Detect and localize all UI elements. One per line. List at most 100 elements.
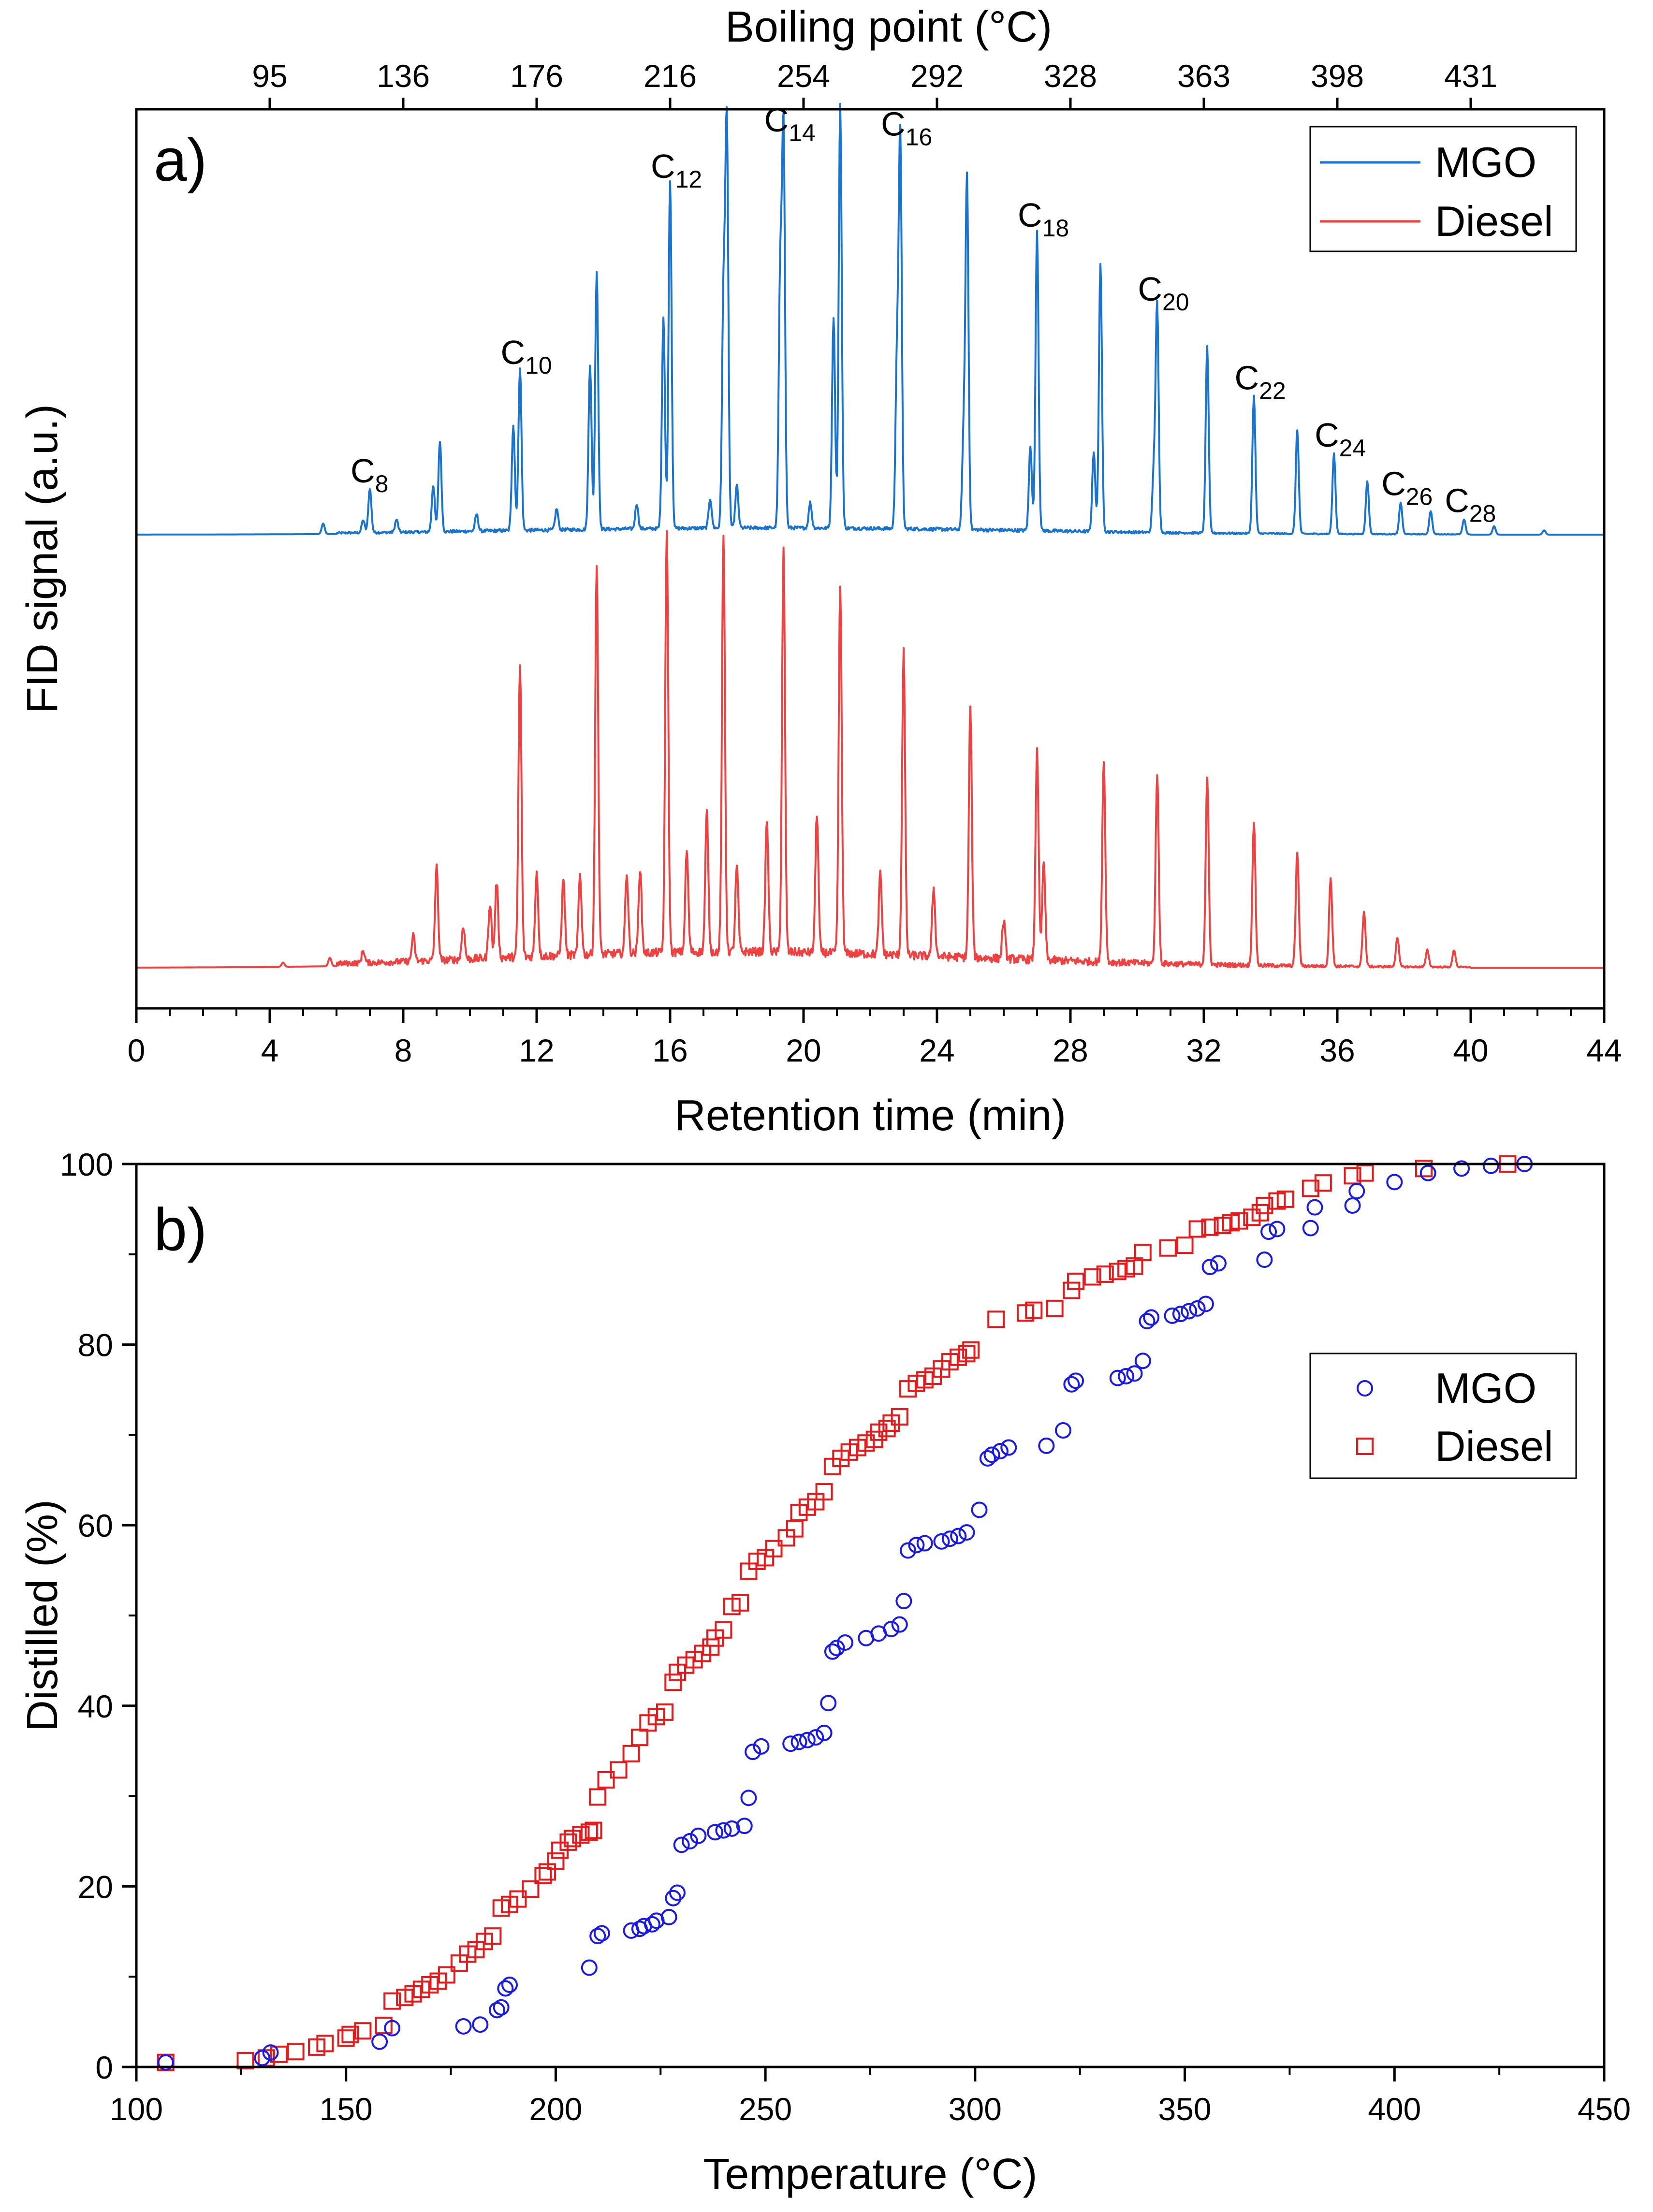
- point-diesel: [585, 1821, 602, 1839]
- point-diesel: [1067, 1272, 1085, 1290]
- point-mgo: [1210, 1255, 1227, 1272]
- panel-b-x-axis: 100 150 200 250 300 350 400 450: [110, 2067, 1631, 2127]
- panel-a-legend-box: [1309, 126, 1577, 252]
- point-diesel: [1256, 1196, 1273, 1214]
- point-mgo: [669, 1884, 686, 1901]
- point-diesel: [316, 2035, 334, 2052]
- point-mgo: [593, 1925, 610, 1942]
- carbon-number-labels: C8 C10 C12 C14 C16 C18 C20 C22 C24 C26 C28: [351, 101, 1496, 527]
- point-mgo: [736, 1818, 753, 1834]
- point-diesel: [1344, 1167, 1361, 1185]
- x-tick-label: 250: [739, 2091, 792, 2127]
- point-diesel: [1176, 1237, 1194, 1254]
- x-tick-label: 8: [395, 1033, 412, 1068]
- point-diesel: [1025, 1301, 1043, 1319]
- point-diesel: [815, 1483, 833, 1501]
- carbon-label: C22: [1235, 359, 1286, 405]
- x-tick-label: 36: [1319, 1033, 1355, 1068]
- carbon-label: C10: [501, 334, 552, 379]
- point-diesel: [522, 1880, 540, 1898]
- point-diesel: [341, 2025, 359, 2043]
- top-tick-label: 363: [1177, 58, 1230, 94]
- point-diesel: [509, 1890, 527, 1908]
- panel-a-top-axis: 95 136 176 216 254 292 328 363 398 431: [252, 58, 1497, 109]
- carbon-label: C16: [881, 105, 932, 151]
- top-tick-label: 398: [1311, 58, 1364, 94]
- point-mgo: [1419, 1164, 1436, 1181]
- top-tick-label: 292: [910, 58, 964, 94]
- y-tick-label: 40: [78, 1688, 113, 1724]
- point-mgo: [665, 1890, 682, 1906]
- point-mgo: [820, 1695, 837, 1712]
- carbon-label: C28: [1445, 481, 1496, 527]
- x-tick-label: 12: [519, 1033, 554, 1068]
- point-diesel: [731, 1594, 749, 1612]
- point-diesel: [1415, 1160, 1433, 1178]
- y-tick-label: 80: [78, 1327, 113, 1363]
- point-mgo: [1118, 1368, 1135, 1384]
- carbon-label: C20: [1138, 270, 1189, 316]
- x-tick-label: 150: [320, 2091, 373, 2127]
- point-mgo: [472, 2016, 489, 2033]
- point-diesel: [987, 1310, 1005, 1328]
- point-diesel: [1276, 1190, 1294, 1208]
- legend-label-mgo: MGO: [1435, 138, 1536, 186]
- point-diesel: [1356, 1164, 1374, 1182]
- point-diesel: [1096, 1265, 1114, 1283]
- x-tick-label: 16: [652, 1033, 688, 1068]
- point-mgo: [790, 1733, 807, 1750]
- point-diesel: [287, 2043, 305, 2061]
- point-mgo: [950, 1528, 967, 1544]
- x-tick-label: 350: [1158, 2091, 1212, 2127]
- point-mgo: [740, 1790, 757, 1806]
- legend-label-diesel: Diesel: [1435, 197, 1553, 245]
- x-tick-label: 100: [110, 2091, 163, 2127]
- x-tick-label: 28: [1053, 1033, 1088, 1068]
- point-diesel: [589, 1788, 607, 1806]
- panel-b-legend: MGO Diesel: [1309, 1353, 1577, 1479]
- point-mgo: [1038, 1437, 1055, 1454]
- carbon-label: C8: [351, 452, 388, 497]
- point-mgo: [1201, 1258, 1218, 1275]
- point-mgo: [1189, 1300, 1206, 1317]
- top-tick-label: 95: [252, 58, 287, 94]
- point-diesel: [1230, 1212, 1248, 1230]
- top-tick-label: 176: [510, 58, 563, 94]
- point-diesel: [597, 1771, 615, 1789]
- point-mgo: [497, 1980, 514, 1997]
- point-mgo: [1055, 1422, 1072, 1439]
- point-mgo: [1139, 1313, 1156, 1330]
- top-tick-label: 216: [644, 58, 697, 94]
- panel-b-y-axis: 0 20 40 60 80 100: [60, 1147, 136, 2085]
- point-mgo: [1134, 1353, 1151, 1369]
- point-mgo: [1172, 1306, 1189, 1323]
- x-tick-label: 44: [1586, 1033, 1622, 1068]
- panel-b-label: b): [154, 1196, 207, 1263]
- point-mgo: [883, 1621, 900, 1638]
- point-mgo: [828, 1640, 845, 1657]
- point-mgo: [715, 1822, 732, 1839]
- x-tick-label: 24: [919, 1033, 954, 1068]
- point-mgo: [971, 1501, 988, 1518]
- y-tick-label: 0: [95, 2050, 113, 2085]
- point-diesel: [702, 1638, 720, 1656]
- point-mgo: [807, 1729, 824, 1746]
- point-mgo: [979, 1450, 996, 1467]
- panel-b-x-axis-title: Temperature (°C): [703, 2150, 1037, 2198]
- point-diesel: [1314, 1174, 1332, 1192]
- carbon-label: C18: [1018, 196, 1069, 242]
- point-mgo: [384, 2020, 401, 2037]
- point-mgo: [1453, 1160, 1470, 1177]
- carbon-label: C26: [1381, 465, 1433, 510]
- point-mgo: [501, 1977, 518, 1994]
- point-mgo: [816, 1724, 833, 1741]
- panel-a-legend: MGO Diesel: [1309, 126, 1577, 252]
- point-mgo: [992, 1443, 1009, 1460]
- panel-a-y-axis-title: FID signal (a.u.): [18, 404, 67, 713]
- point-mgo: [157, 2054, 174, 2071]
- point-mgo: [723, 1820, 740, 1837]
- point-mgo: [493, 1999, 510, 2016]
- point-diesel: [715, 1621, 732, 1639]
- point-diesel: [1083, 1268, 1101, 1286]
